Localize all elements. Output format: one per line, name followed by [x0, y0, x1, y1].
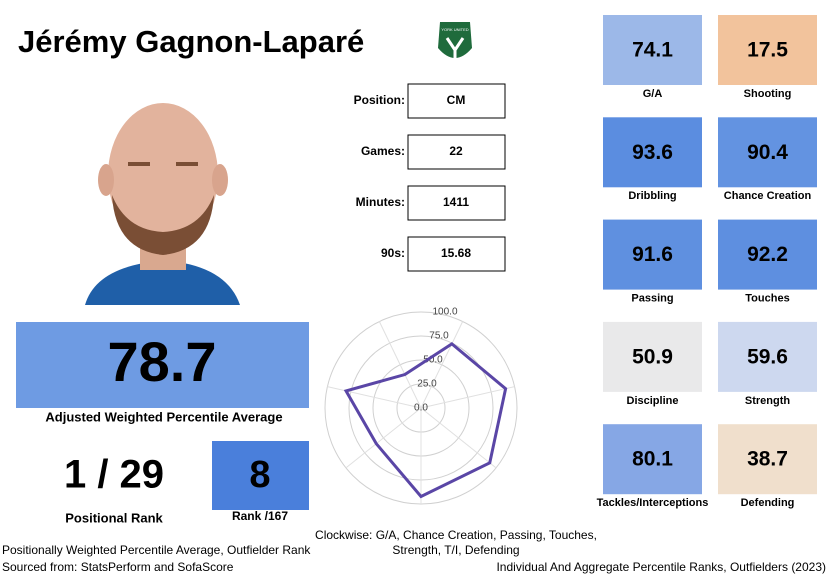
tile-label: Discipline [627, 395, 679, 407]
player-photo [85, 103, 240, 305]
radar-line [343, 342, 508, 499]
tile [603, 15, 702, 85]
spoke [327, 386, 422, 409]
info-label: Minutes: [356, 195, 405, 209]
tile [718, 424, 817, 495]
tile-value: 74.1 [632, 39, 673, 62]
tile [603, 219, 702, 290]
info-box [407, 134, 506, 170]
club-logo: YORK UNITED [438, 22, 472, 58]
tile-label: Touches [745, 293, 789, 305]
radar-caption: Clockwise: G/A, Chance Creation, Passing… [315, 528, 597, 542]
logo-text: YORK UNITED [441, 27, 468, 32]
info-value: CM [447, 93, 466, 107]
tile-label: Strength [745, 395, 791, 407]
tile-value: 38.7 [747, 448, 788, 471]
info-box [407, 236, 506, 272]
awpa-value: 78.7 [108, 330, 217, 393]
spoke [420, 386, 515, 409]
tile-label: G/A [643, 88, 663, 100]
footer-source: Sourced from: StatsPerform and SofaScore [2, 560, 234, 574]
footer-note: Positionally Weighted Percentile Average… [2, 543, 311, 557]
tile-value: 17.5 [747, 39, 788, 62]
awpa-box [16, 322, 309, 408]
tile [718, 117, 817, 188]
tile-label: Chance Creation [724, 190, 812, 202]
info-label: 90s: [381, 246, 405, 260]
tile-label: Defending [741, 497, 795, 509]
footer-title: Individual And Aggregate Percentile Rank… [496, 560, 826, 574]
tile-value: 93.6 [632, 141, 673, 164]
tile [603, 424, 702, 495]
tile-label: Shooting [744, 88, 792, 100]
tile [603, 117, 702, 188]
positional-rank-value: 1 / 29 [64, 453, 164, 497]
info-panel: Position: CM Games: 22 Minutes: 1411 90s: 15.68 [354, 83, 506, 272]
positional-rank-label: Positional Rank [65, 510, 163, 525]
spoke [345, 407, 422, 469]
tiles: 74.1 G/A 17.5 Shooting 93.6 Dribbling 90.4 Chan… [597, 15, 817, 509]
player-name: Jérémy Gagnon-Laparé [18, 24, 364, 59]
info-box [407, 83, 506, 119]
spoke [420, 407, 497, 469]
tile-value: 91.6 [632, 243, 673, 266]
info-label: Position: [354, 93, 405, 107]
tile-value: 50.9 [632, 345, 673, 368]
info-value: 22 [449, 144, 463, 158]
tile [718, 321, 817, 392]
rank-label: Rank /167 [232, 509, 288, 523]
radial-tick-label: 25.0 [417, 379, 437, 390]
tile-label: Dribbling [628, 190, 676, 202]
info-box [407, 185, 506, 221]
tile-value: 90.4 [747, 141, 788, 164]
rank-value: 8 [249, 454, 270, 496]
radial-tick-label: 75.0 [429, 331, 449, 342]
tile-label: Tackles/Interceptions [597, 497, 709, 509]
tile-value: 59.6 [747, 345, 788, 368]
spoke [420, 321, 464, 409]
rank-box [212, 441, 309, 510]
info-label: Games: [361, 144, 405, 158]
info-value: 15.68 [441, 246, 471, 260]
radial-tick-label: 50.0 [423, 355, 443, 366]
info-value: 1411 [443, 195, 469, 209]
radar-caption: Strength, T/I, Defending [392, 543, 519, 557]
tile [718, 15, 817, 85]
radar-chart: 0.0 25.0 50.0 75.0 100.0 [324, 307, 518, 505]
awpa-label: Adjusted Weighted Percentile Average [45, 409, 282, 424]
radial-tick-label: 100.0 [432, 307, 457, 318]
radial-tick-label: 0.0 [414, 403, 428, 414]
tile-value: 80.1 [632, 448, 673, 471]
tile [603, 321, 702, 392]
tile [718, 219, 817, 290]
tile-value: 92.2 [747, 243, 788, 266]
spoke [378, 321, 422, 409]
tile-label: Passing [631, 293, 673, 305]
